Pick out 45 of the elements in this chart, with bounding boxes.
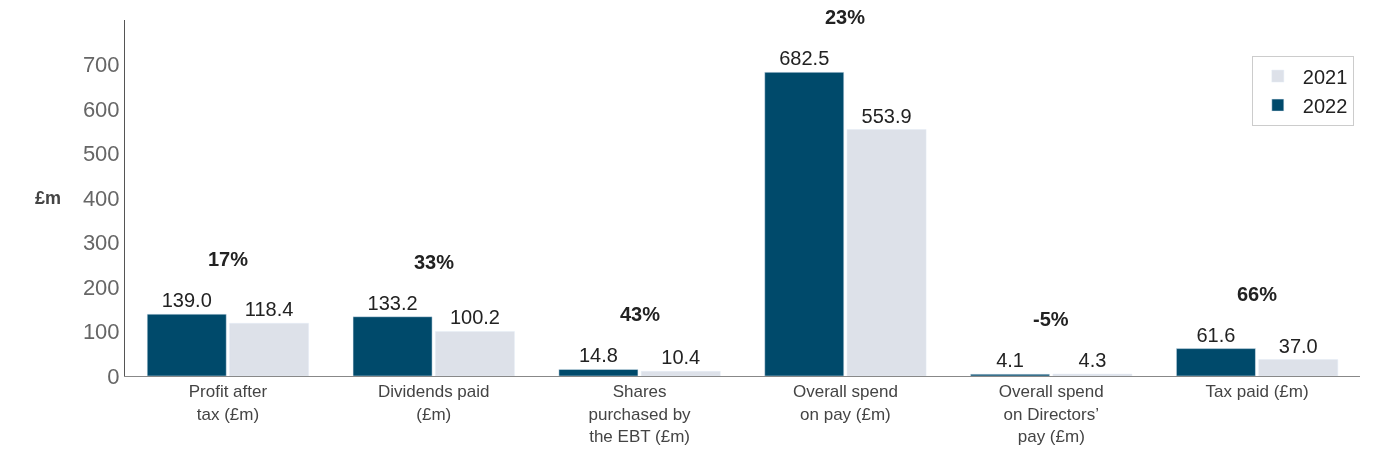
bar [1176, 348, 1256, 376]
bar [229, 323, 309, 376]
y-tick-label: 300 [82, 230, 120, 256]
legend-label: 2022 [1302, 94, 1348, 117]
y-tick-label: 700 [82, 52, 120, 78]
data-label: 14.8 [578, 344, 618, 367]
bar [764, 72, 845, 376]
data-label: 682.5 [779, 47, 830, 70]
x-tick-label: Overall spend on pay (£m) [792, 382, 898, 424]
y-tick-label: 100 [82, 319, 120, 345]
bar [1258, 359, 1339, 376]
data-label: 10.4 [661, 346, 701, 369]
x-tick-label: Profit after tax (£m) [188, 382, 268, 424]
bar [640, 371, 721, 376]
data-label: 139.0 [161, 289, 212, 312]
y-axis-title: £m [35, 188, 62, 208]
bar [846, 129, 927, 376]
x-tick-label: Shares purchased by the EBT (£m) [588, 382, 692, 446]
annotation: -5% [1033, 308, 1069, 330]
x-tick-label: Overall spend on Directors’ pay (£m) [998, 382, 1104, 446]
annotation: 33% [414, 251, 455, 273]
y-tick-label: 0 [107, 363, 120, 389]
x-tick-label: Dividends paid (£m) [377, 382, 490, 424]
bar [146, 313, 227, 376]
data-label: 553.9 [861, 104, 912, 127]
annotation: 66% [1237, 283, 1278, 305]
data-label: 118.4 [244, 298, 294, 321]
bar [435, 331, 515, 376]
data-label: 133.2 [367, 291, 418, 314]
data-label: 37.0 [1278, 334, 1318, 357]
data-label: 4.3 [1078, 349, 1107, 372]
annotation: 43% [620, 303, 661, 325]
legend-label: 2021 [1302, 65, 1348, 88]
data-label: 61.6 [1196, 323, 1236, 346]
y-tick-label: 200 [82, 274, 120, 300]
y-tick-label: 400 [82, 185, 120, 211]
annotation: 23% [825, 6, 866, 28]
annotation: 17% [208, 248, 249, 270]
data-label: 100.2 [449, 306, 500, 329]
bar [558, 369, 639, 376]
y-tick-label: 500 [82, 141, 120, 167]
x-tick-label: Tax paid (£m) [1205, 382, 1309, 402]
bar [352, 316, 433, 376]
data-label: 4.1 [996, 349, 1024, 372]
y-tick-label: 600 [82, 96, 120, 122]
